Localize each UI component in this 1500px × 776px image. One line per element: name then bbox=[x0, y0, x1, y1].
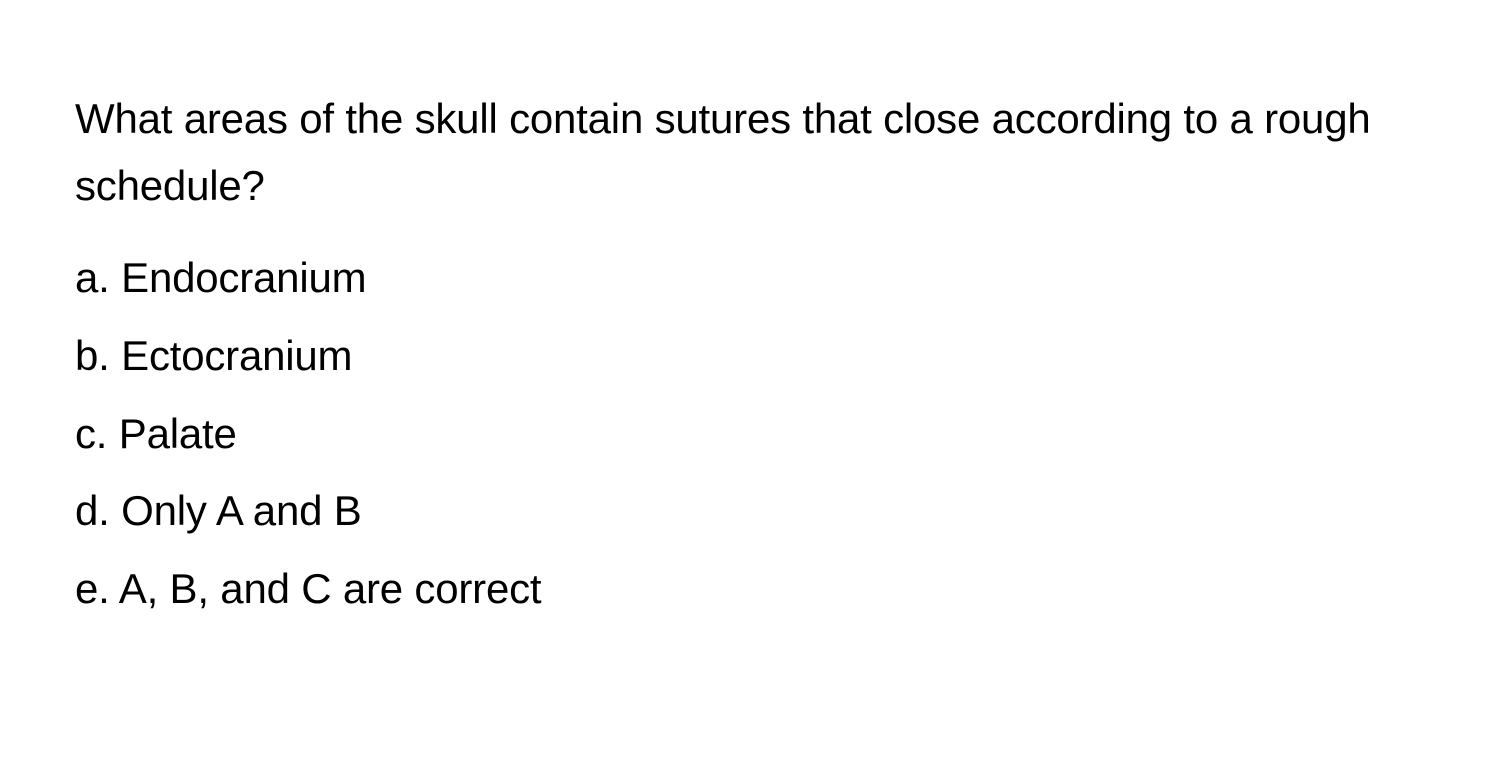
option-a-label: a. bbox=[75, 254, 110, 301]
question-text: What areas of the skull contain sutures … bbox=[75, 85, 1425, 219]
option-e-text: A, B, and C are correct bbox=[119, 565, 542, 612]
option-d-text: Only A and B bbox=[121, 487, 361, 534]
option-b-text: Ectocranium bbox=[121, 332, 352, 379]
option-d: d. Only A and B bbox=[75, 472, 1425, 550]
option-e-label: e. bbox=[75, 565, 110, 612]
option-c: c. Palate bbox=[75, 395, 1425, 473]
option-c-label: c. bbox=[75, 410, 107, 457]
option-d-label: d. bbox=[75, 487, 110, 534]
option-b-label: b. bbox=[75, 332, 110, 379]
option-a: a. Endocranium bbox=[75, 239, 1425, 317]
option-c-text: Palate bbox=[119, 410, 237, 457]
option-e: e. A, B, and C are correct bbox=[75, 550, 1425, 628]
option-b: b. Ectocranium bbox=[75, 317, 1425, 395]
option-a-text: Endocranium bbox=[121, 254, 366, 301]
